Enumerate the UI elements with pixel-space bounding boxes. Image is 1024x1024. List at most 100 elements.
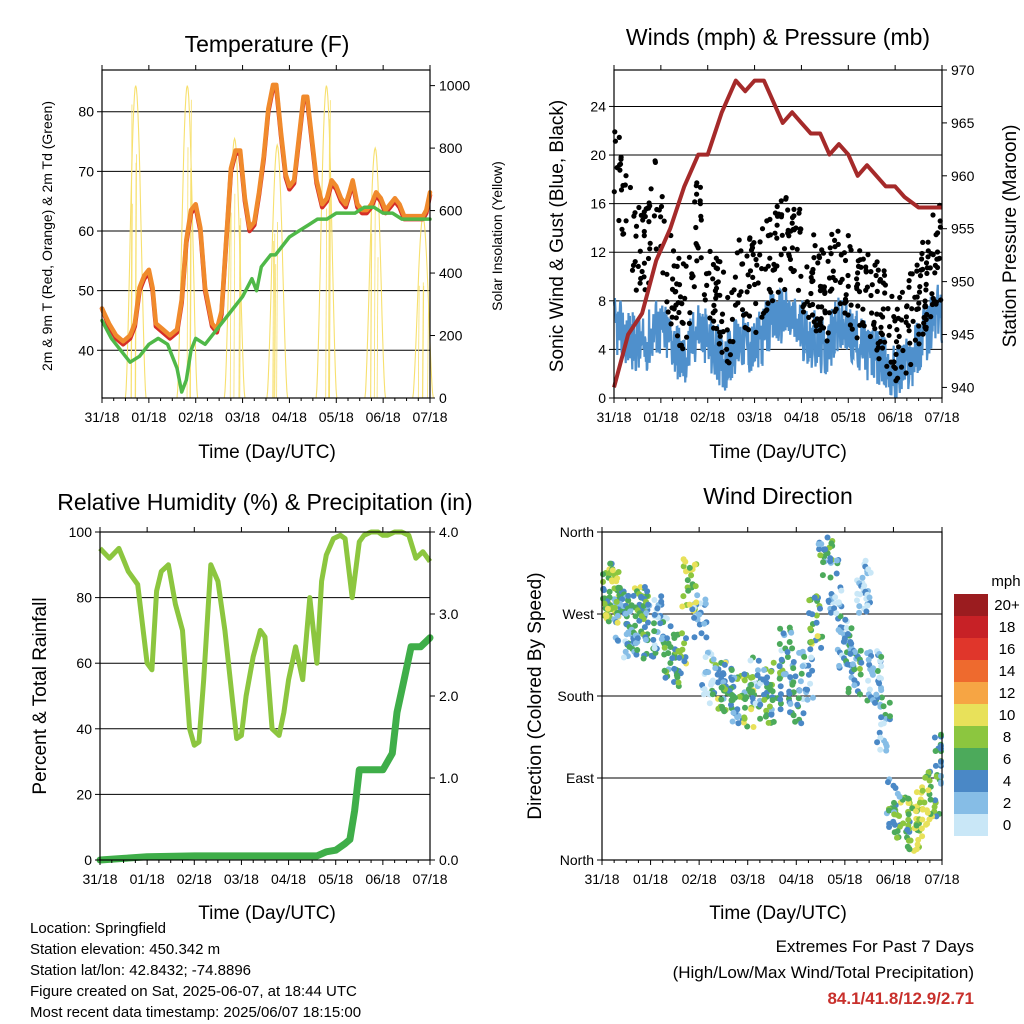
- direction-point: [805, 671, 812, 678]
- direction-point: [790, 659, 797, 665]
- gust-point: [922, 302, 928, 309]
- gust-point: [775, 289, 781, 295]
- direction-point: [857, 647, 864, 654]
- solar-insolation-spike: [325, 208, 328, 399]
- solar-insolation-spike: [328, 119, 330, 399]
- winds-panel: Winds (mph) & Pressure (mb) Time (Day/UT…: [547, 24, 1021, 463]
- direction-point: [847, 639, 854, 645]
- direction-xtick-label: 03/18: [730, 871, 765, 887]
- gust-point: [868, 292, 874, 299]
- legend-swatch: [954, 704, 988, 726]
- gust-point: [813, 323, 819, 329]
- gust-point: [616, 217, 622, 224]
- gust-point: [617, 162, 623, 168]
- direction-point: [658, 593, 665, 600]
- direction-point: [643, 610, 650, 617]
- direction-point: [763, 707, 770, 714]
- direction-point: [797, 678, 804, 685]
- gust-point: [686, 320, 693, 326]
- gust-point: [903, 314, 910, 320]
- direction-point: [859, 574, 866, 581]
- gust-point: [719, 349, 725, 355]
- direction-point: [613, 598, 620, 605]
- solar-insolation-spike: [276, 222, 278, 399]
- direction-point: [777, 706, 784, 713]
- direction-point: [919, 816, 926, 823]
- gust-point: [676, 309, 682, 316]
- total-rainfall-line: [96, 634, 434, 864]
- gust-point: [774, 203, 780, 210]
- gust-point: [881, 268, 887, 274]
- direction-point: [636, 617, 643, 624]
- direction-point: [730, 709, 737, 716]
- gust-point: [701, 292, 708, 298]
- direction-point: [806, 597, 813, 604]
- direction-point: [768, 711, 775, 718]
- humidity-ytick-label: 80: [76, 590, 92, 606]
- gust-point: [791, 268, 797, 274]
- gust-point: [789, 214, 796, 221]
- gust-point: [684, 334, 690, 340]
- gust-point: [637, 248, 643, 254]
- temperature-title: Temperature (F): [185, 31, 350, 57]
- direction-plot-area: 31/18 01/18 02/18 03/18 04/18 05/18 06/18 07/18…: [557, 524, 959, 887]
- direction-point: [709, 691, 716, 698]
- gust-point: [861, 323, 867, 329]
- gust-point: [680, 320, 686, 326]
- temperature-xtick-label: 02/18: [178, 409, 213, 425]
- direction-point: [857, 671, 864, 678]
- direction-point: [729, 692, 736, 698]
- direction-point: [760, 676, 767, 683]
- direction-point: [857, 591, 863, 598]
- gust-point: [921, 320, 927, 326]
- winds-ylabel-left: Sonic Wind & Gust (Blue, Black): [547, 100, 568, 372]
- relative-humidity-line: [98, 529, 433, 748]
- gust-point: [744, 289, 750, 295]
- gust-point: [747, 236, 753, 242]
- direction-point: [638, 613, 645, 620]
- solar-insolation-spike: [130, 104, 133, 399]
- gust-point: [906, 284, 912, 290]
- gust-point: [774, 222, 780, 228]
- gust-point: [891, 314, 897, 320]
- gust-point: [618, 156, 624, 162]
- direction-point: [720, 670, 727, 677]
- gust-point: [874, 347, 880, 353]
- solar-insolation-spike: [272, 240, 275, 399]
- direction-title: Wind Direction: [703, 483, 853, 509]
- gust-point: [932, 270, 938, 276]
- gust-point: [682, 295, 688, 301]
- direction-point: [704, 649, 711, 656]
- direction-point: [708, 681, 714, 688]
- direction-point: [878, 721, 884, 728]
- direction-point: [827, 574, 834, 581]
- direction-point: [719, 703, 725, 710]
- gust-point: [930, 212, 936, 218]
- gust-point: [661, 218, 667, 224]
- direction-point: [604, 605, 611, 612]
- direction-point: [837, 613, 844, 620]
- direction-point: [651, 628, 658, 635]
- direction-point: [813, 619, 820, 626]
- gust-point: [673, 315, 679, 321]
- gust-point: [693, 183, 699, 189]
- gust-point: [875, 267, 881, 273]
- direction-xtick-label: 06/18: [876, 871, 911, 887]
- direction-point: [634, 647, 641, 653]
- station-elevation: Station elevation: 450.342 m: [30, 941, 221, 958]
- gust-point: [710, 276, 716, 282]
- direction-point: [693, 599, 700, 606]
- direction-ytick-label: North: [560, 524, 594, 540]
- gust-point: [857, 322, 863, 328]
- figure-created: Figure created on Sat, 2025-06-07, at 18…: [30, 983, 357, 1000]
- direction-point: [765, 719, 772, 726]
- direction-point: [891, 799, 897, 806]
- direction-point: [877, 746, 884, 753]
- direction-point: [632, 640, 639, 647]
- direction-point: [638, 593, 645, 600]
- direction-point: [886, 807, 892, 814]
- direction-point: [777, 691, 784, 698]
- direction-point: [849, 661, 856, 668]
- gust-point: [759, 266, 765, 272]
- direction-point: [907, 837, 914, 844]
